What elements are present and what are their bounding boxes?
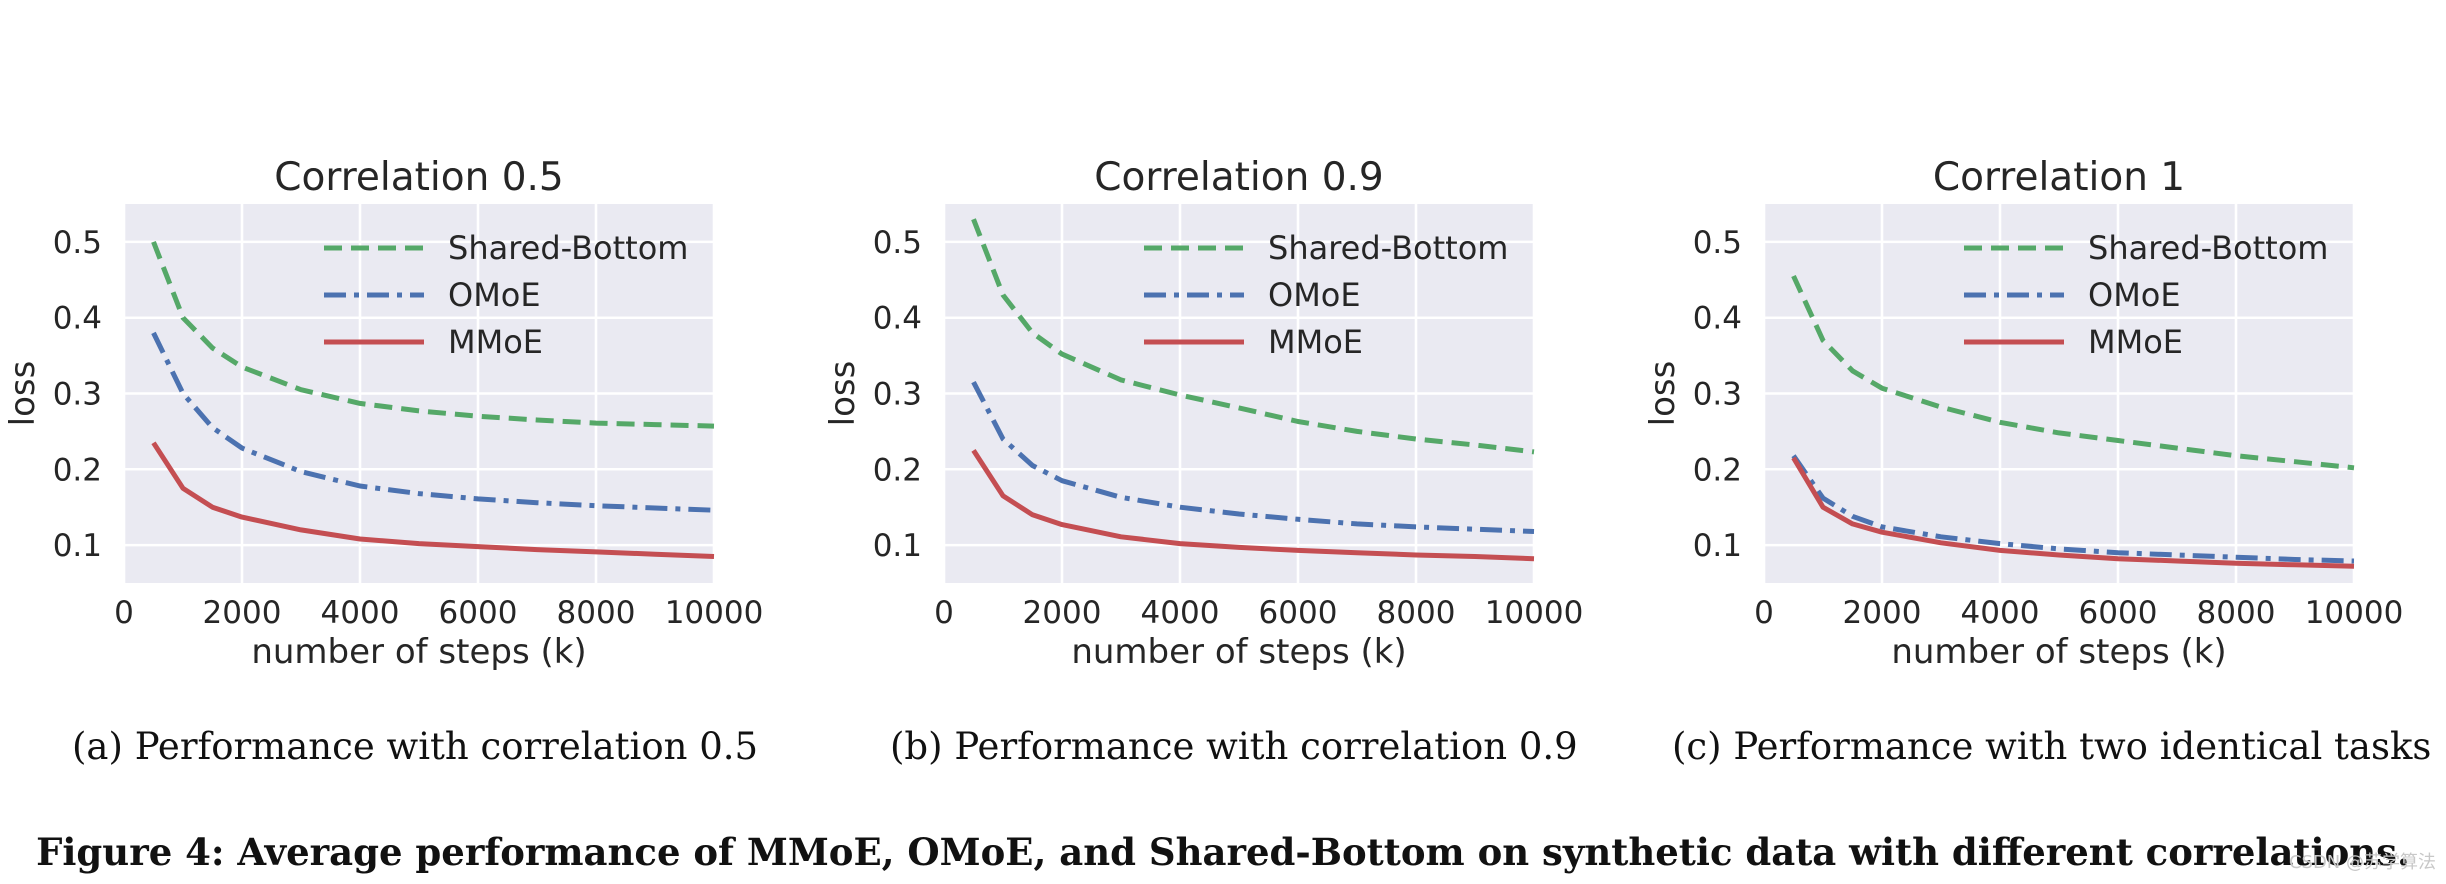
x-axis-label: number of steps (k) <box>1891 632 2226 672</box>
y-axis-label: loss <box>3 361 43 427</box>
x-tick-label: 4000 <box>1141 595 1220 631</box>
x-tick-label: 8000 <box>557 595 636 631</box>
x-tick-label: 2000 <box>1843 595 1922 631</box>
x-tick-label: 0 <box>114 595 134 631</box>
x-tick-label: 2000 <box>203 595 282 631</box>
y-tick-label: 0.5 <box>1693 225 1742 261</box>
x-axis-label: number of steps (k) <box>1071 632 1406 672</box>
legend-label: Shared-Bottom <box>2088 229 2328 267</box>
legend-label: MMoE <box>2088 323 2183 361</box>
x-tick-label: 6000 <box>2079 595 2158 631</box>
x-axis-label: number of steps (k) <box>251 632 586 672</box>
chart-title: Correlation 0.5 <box>274 155 563 200</box>
legend-label: OMoE <box>448 276 541 314</box>
legend-label: MMoE <box>1268 323 1363 361</box>
x-tick-label: 10000 <box>1485 595 1584 631</box>
y-tick-label: 0.2 <box>53 452 102 488</box>
legend-label: OMoE <box>2088 276 2181 314</box>
chart-panel-2: 0 2000 4000 6000 8000 10000 0.1 0.2 0.3 0.4 0.5 Cor… <box>1643 155 2403 672</box>
series-line-shared-bottom <box>1791 274 2355 471</box>
series-line-shared-bottom <box>971 218 1535 455</box>
y-tick-label: 0.3 <box>53 377 102 413</box>
x-tick-label: 6000 <box>1259 595 1338 631</box>
y-tick-label: 0.4 <box>873 301 922 337</box>
x-tick-label: 8000 <box>2197 595 2276 631</box>
series-line-omoe <box>151 331 715 513</box>
series-line-shared-bottom <box>151 240 715 429</box>
chart-title: Correlation 0.9 <box>1094 155 1383 200</box>
caption-c: (c) Performance with two identical tasks <box>1672 725 2432 768</box>
series-line-mmoe <box>151 441 715 559</box>
x-tick-label: 4000 <box>321 595 400 631</box>
watermark: CSDN @苏学算法 <box>2288 852 2436 873</box>
series-line-omoe <box>971 380 1535 534</box>
x-tick-label: 0 <box>934 595 954 631</box>
legend-label: Shared-Bottom <box>1268 229 1508 267</box>
chart-title: Correlation 1 <box>1933 155 2185 200</box>
x-tick-label: 4000 <box>1961 595 2040 631</box>
series-line-mmoe <box>1791 456 2355 569</box>
x-tick-label: 10000 <box>665 595 764 631</box>
y-tick-label: 0.1 <box>1693 528 1742 564</box>
x-tick-label: 2000 <box>1023 595 1102 631</box>
y-tick-label: 0.1 <box>873 528 922 564</box>
y-tick-label: 0.5 <box>53 225 102 261</box>
legend-label: MMoE <box>448 323 543 361</box>
caption-a: (a) Performance with correlation 0.5 <box>72 725 759 768</box>
y-tick-label: 0.3 <box>873 377 922 413</box>
y-tick-label: 0.4 <box>53 301 102 337</box>
y-tick-label: 0.2 <box>873 452 922 488</box>
chart-panel-0: 0 2000 4000 6000 8000 10000 0.1 0.2 0.3 0.4 0.5 Cor… <box>3 155 763 672</box>
x-tick-label: 8000 <box>1377 595 1456 631</box>
y-tick-label: 0.4 <box>1693 301 1742 337</box>
series-line-omoe <box>1791 454 2355 564</box>
series-line-mmoe <box>971 449 1535 562</box>
y-tick-label: 0.1 <box>53 528 102 564</box>
y-axis-label: loss <box>823 361 863 427</box>
x-tick-label: 10000 <box>2305 595 2404 631</box>
y-tick-label: 0.2 <box>1693 452 1742 488</box>
figure-caption: Figure 4: Average performance of MMoE, O… <box>36 830 2410 874</box>
chart-panel-1: 0 2000 4000 6000 8000 10000 0.1 0.2 0.3 0.4 0.5 Cor… <box>823 155 1583 672</box>
y-tick-label: 0.5 <box>873 225 922 261</box>
legend-label: Shared-Bottom <box>448 229 688 267</box>
legend-label: OMoE <box>1268 276 1361 314</box>
x-tick-label: 6000 <box>439 595 518 631</box>
y-axis-label: loss <box>1643 361 1683 427</box>
y-tick-label: 0.3 <box>1693 377 1742 413</box>
caption-b: (b) Performance with correlation 0.9 <box>890 725 1578 768</box>
x-tick-label: 0 <box>1754 595 1774 631</box>
